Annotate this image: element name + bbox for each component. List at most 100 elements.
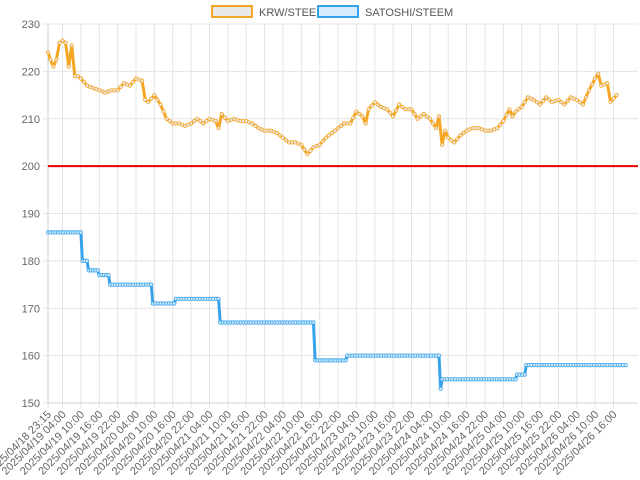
data-point	[507, 107, 512, 112]
data-point	[172, 301, 177, 306]
series-1	[45, 38, 619, 157]
data-point	[63, 40, 68, 46]
data-point	[195, 116, 200, 121]
data-point	[369, 103, 374, 108]
y-tick-label: 190	[22, 209, 40, 221]
data-point	[106, 272, 111, 278]
data-point	[623, 362, 628, 368]
data-point	[375, 102, 380, 107]
data-point	[614, 93, 619, 98]
y-tick-label: 150	[22, 398, 40, 410]
data-point	[498, 122, 503, 127]
data-point	[354, 109, 359, 114]
legend-swatch	[211, 5, 253, 18]
data-point	[161, 109, 166, 114]
data-point	[167, 119, 172, 124]
data-point	[283, 138, 289, 143]
data-point	[430, 121, 435, 126]
data-point	[504, 113, 509, 118]
data-point	[510, 114, 515, 119]
legend[interactable]: KRW/STEEM SATOSHI/STEEM	[211, 5, 453, 19]
data-point	[351, 115, 356, 120]
data-point	[277, 133, 282, 138]
data-point	[152, 93, 157, 98]
data-point	[586, 88, 592, 93]
data-point	[458, 133, 463, 138]
data-point	[531, 97, 537, 102]
data-point	[317, 142, 322, 147]
data-point	[60, 38, 65, 43]
data-point	[158, 102, 163, 107]
series-2	[45, 230, 628, 391]
data-point	[461, 130, 466, 136]
y-axis: 150 160 170 180 190 200 210 220 230	[22, 19, 40, 410]
data-point	[216, 126, 221, 131]
data-point	[436, 114, 442, 119]
data-point	[424, 114, 429, 119]
data-point	[433, 126, 439, 131]
data-point	[421, 111, 426, 117]
legend-item-1[interactable]: KRW/STEEM	[211, 5, 325, 19]
data-point	[611, 96, 616, 101]
data-point	[562, 102, 567, 107]
data-point	[547, 97, 552, 102]
y-tick-label: 180	[22, 256, 40, 268]
data-point	[534, 100, 540, 105]
data-point	[69, 43, 74, 48]
data-point	[302, 147, 307, 152]
series-layer	[45, 38, 628, 391]
data-point	[519, 104, 524, 110]
data-point	[192, 119, 197, 124]
data-point	[48, 57, 53, 62]
data-point	[213, 119, 218, 124]
data-point	[189, 121, 194, 126]
data-point	[544, 95, 549, 100]
data-point	[418, 114, 423, 119]
data-point	[118, 84, 123, 89]
data-point	[78, 76, 84, 81]
data-point	[360, 114, 365, 119]
data-point	[540, 98, 546, 104]
legend-label: SATOSHI/STEEM	[365, 7, 453, 19]
data-point	[559, 100, 564, 105]
data-point	[326, 133, 331, 138]
data-point	[409, 107, 414, 112]
data-point	[329, 130, 334, 136]
data-point	[348, 121, 353, 126]
data-point	[577, 100, 582, 105]
legend-item-2[interactable]: SATOSHI/STEEM	[317, 5, 453, 19]
data-point	[78, 230, 84, 235]
data-point	[446, 135, 451, 140]
y-tick-label: 210	[22, 114, 40, 126]
data-point	[372, 100, 377, 105]
data-point	[449, 138, 454, 143]
data-point	[299, 142, 304, 147]
data-point	[513, 377, 518, 382]
data-point	[415, 116, 420, 121]
data-point	[222, 115, 227, 120]
data-point	[140, 78, 145, 84]
data-point	[45, 50, 51, 55]
data-point	[387, 110, 393, 115]
data-point	[384, 107, 390, 112]
data-point	[516, 107, 521, 112]
data-point	[54, 57, 59, 62]
y-tick-label: 170	[22, 303, 40, 315]
data-point	[438, 386, 443, 391]
data-point	[198, 119, 203, 124]
data-point	[204, 119, 209, 124]
data-point	[130, 79, 135, 85]
data-point	[335, 126, 341, 131]
data-point	[155, 97, 160, 102]
data-point	[305, 152, 310, 157]
data-point	[583, 95, 589, 100]
y-tick-label: 230	[22, 19, 40, 31]
data-point	[338, 123, 344, 129]
data-point	[149, 96, 154, 101]
data-point	[412, 111, 417, 117]
legend-label: KRW/STEEM	[259, 7, 325, 19]
data-point	[495, 126, 500, 131]
data-point	[574, 97, 579, 102]
